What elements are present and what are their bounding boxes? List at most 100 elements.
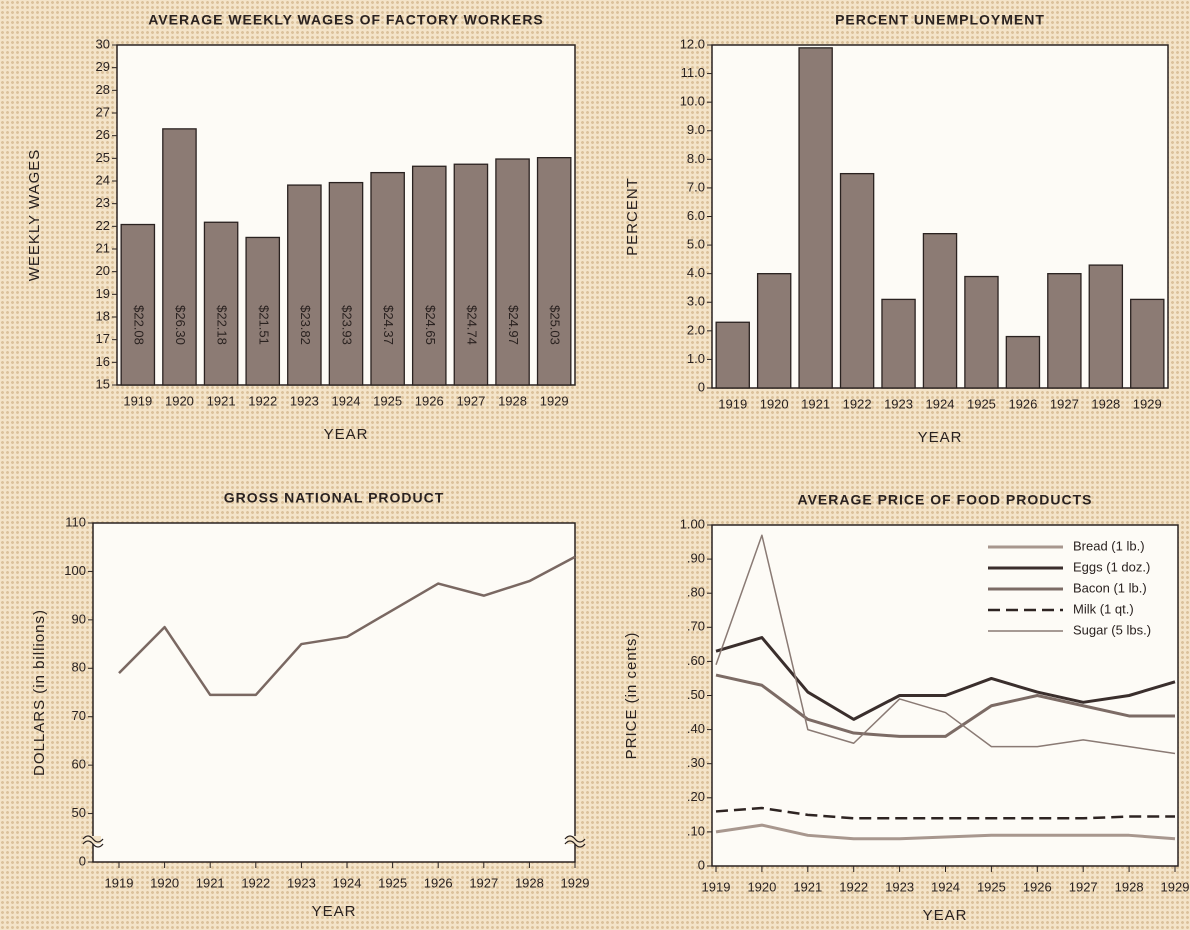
x-tick-label: 1927 xyxy=(469,875,498,890)
y-tick-label: 0 xyxy=(698,857,705,872)
y-tick-label: .60 xyxy=(687,653,705,668)
y-tick-label: 5.0 xyxy=(687,237,705,252)
line-series xyxy=(715,673,1175,738)
bar xyxy=(495,158,530,386)
line-series xyxy=(715,534,1176,755)
bar-value-label: $21.51 xyxy=(256,305,271,345)
y-tick-label: 30 xyxy=(96,36,110,51)
bar-value-label: $26.30 xyxy=(173,305,188,345)
bar xyxy=(287,184,322,386)
x-axis-title: YEAR xyxy=(923,907,968,924)
bar xyxy=(1130,298,1165,389)
y-tick-label: 16 xyxy=(96,354,110,369)
chart: GROSS NATIONAL PRODUCT DOLLARS (in billio… xyxy=(31,490,589,920)
x-tick-label: 1920 xyxy=(760,396,789,411)
bar xyxy=(370,171,405,386)
legend-label: Bacon (1 lb.) xyxy=(1073,580,1147,595)
line-series xyxy=(715,636,1176,721)
y-tick-label: 21 xyxy=(96,240,110,255)
chart-title: AVERAGE PRICE OF FOOD PRODUCTS xyxy=(798,492,1093,508)
legend: Bread (1 lb.) Eggs (1 doz.) Bacon (1 lb.) M… xyxy=(988,538,1151,637)
x-tick-label: 1926 xyxy=(1008,396,1037,411)
x-tick-label: 1919 xyxy=(105,875,134,890)
x-tick-label: 1924 xyxy=(926,396,955,411)
x-tick-label: 1919 xyxy=(123,393,152,408)
x-tick-label: 1926 xyxy=(1023,879,1052,894)
y-tick-label: 18 xyxy=(96,308,110,323)
bar xyxy=(839,172,875,389)
x-tick-label: 1925 xyxy=(977,879,1006,894)
y-tick-label: 28 xyxy=(96,82,110,97)
bar xyxy=(411,165,447,386)
y-tick-label: 8.0 xyxy=(687,151,705,166)
axis-break xyxy=(82,835,104,848)
plot-area xyxy=(92,522,576,863)
chart-title: PERCENT UNEMPLOYMENT xyxy=(835,12,1045,28)
bar xyxy=(120,223,156,386)
bar xyxy=(536,157,572,386)
bar-value-label: $24.65 xyxy=(423,305,438,345)
chart: AVERAGE WEEKLY WAGES OF FACTORY WORKERS W… xyxy=(26,12,576,443)
x-tick-label: 1921 xyxy=(196,875,225,890)
x-tick-label: 1928 xyxy=(1115,879,1144,894)
x-axis-title: YEAR xyxy=(918,429,963,446)
y-tick-label: 0 xyxy=(698,379,705,394)
x-axis-title: YEAR xyxy=(324,426,369,443)
chart: AVERAGE PRICE OF FOOD PRODUCTS PRICE (in … xyxy=(623,492,1189,924)
x-tick-label: 1928 xyxy=(515,875,544,890)
y-tick-label: .10 xyxy=(687,823,705,838)
line-series xyxy=(715,823,1176,841)
y-tick-label: 15 xyxy=(96,376,110,391)
axis-break-gap xyxy=(85,836,101,844)
x-tick-label: 1928 xyxy=(498,393,527,408)
legend-label: Sugar (5 lbs.) xyxy=(1073,622,1151,637)
bar-value-label: $24.37 xyxy=(381,305,396,345)
x-tick-label: 1920 xyxy=(165,393,194,408)
y-tick-label: 24 xyxy=(96,172,110,187)
y-tick-label: 90 xyxy=(72,611,86,626)
y-tick-label: 0 xyxy=(79,853,86,868)
bar-value-label: $25.03 xyxy=(548,305,563,345)
chart: PERCENT UNEMPLOYMENT PERCENT YEAR 0 1.0 2.0 3.… xyxy=(624,12,1169,446)
x-tick-label: 1929 xyxy=(1161,879,1190,894)
y-tick-label: .20 xyxy=(687,789,705,804)
x-tick-label: 1919 xyxy=(718,396,747,411)
bar xyxy=(162,128,197,386)
bar xyxy=(453,163,489,386)
y-tick-label: 7.0 xyxy=(687,179,705,194)
x-tick-label: 1925 xyxy=(967,396,996,411)
bar xyxy=(881,298,916,389)
y-tick-label: 9.0 xyxy=(687,122,705,137)
legend-label: Milk (1 qt.) xyxy=(1073,601,1134,616)
bar xyxy=(245,236,281,386)
bar xyxy=(1088,264,1124,389)
y-tick-label: 29 xyxy=(96,59,110,74)
line-series xyxy=(715,806,1175,820)
x-tick-label: 1927 xyxy=(1050,396,1079,411)
y-tick-label: 110 xyxy=(65,514,86,529)
y-tick-label: 1.00 xyxy=(680,516,705,531)
x-axis-title: YEAR xyxy=(312,903,357,920)
y-tick-label: .90 xyxy=(687,551,705,566)
y-tick-label: .30 xyxy=(687,755,705,770)
x-tick-label: 1920 xyxy=(150,875,179,890)
bar-value-label: $24.97 xyxy=(506,305,521,345)
y-tick-label: .70 xyxy=(687,619,705,634)
bar-value-label: $22.18 xyxy=(215,305,230,345)
y-axis-title: PERCENT xyxy=(624,177,641,256)
x-tick-label: 1921 xyxy=(793,879,822,894)
x-tick-label: 1926 xyxy=(424,875,453,890)
y-axis-title: WEEKLY WAGES xyxy=(26,149,43,282)
x-tick-label: 1927 xyxy=(456,393,485,408)
y-tick-label: .40 xyxy=(687,721,705,736)
bar-value-label: $22.08 xyxy=(131,305,146,345)
bar xyxy=(715,321,750,389)
chart-title: GROSS NATIONAL PRODUCT xyxy=(224,490,445,506)
y-tick-label: .80 xyxy=(687,585,705,600)
x-tick-label: 1926 xyxy=(415,393,444,408)
legend-label: Eggs (1 doz.) xyxy=(1073,559,1150,574)
bar xyxy=(964,275,999,389)
x-tick-label: 1923 xyxy=(884,396,913,411)
bar xyxy=(328,181,364,386)
y-tick-label: 22 xyxy=(96,218,110,233)
